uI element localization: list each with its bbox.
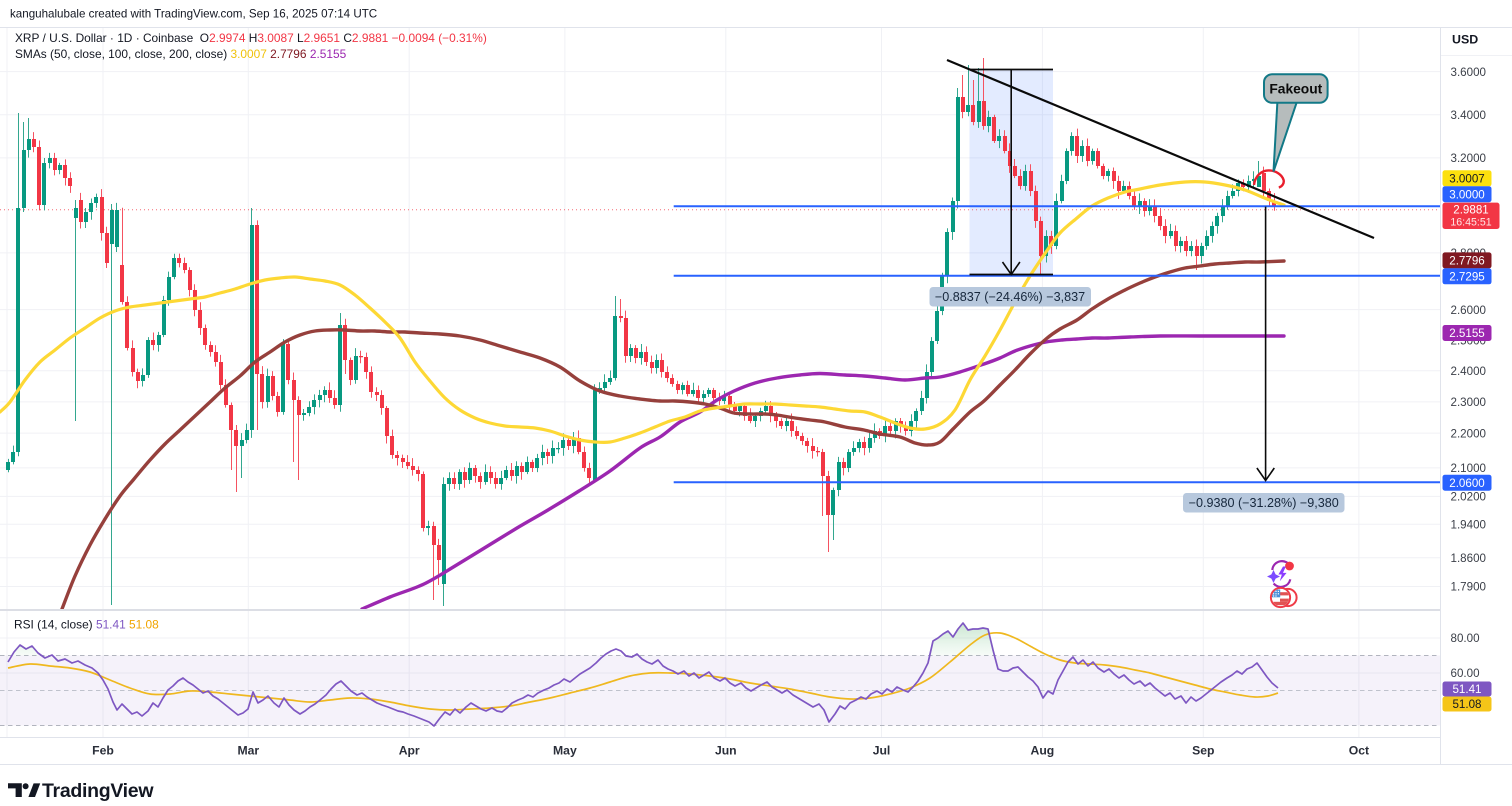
svg-text:Fakeout: Fakeout	[1269, 81, 1322, 96]
svg-text:Oct: Oct	[1349, 744, 1369, 758]
svg-text:Sep: Sep	[1192, 744, 1214, 758]
svg-text:Jul: Jul	[873, 744, 891, 758]
svg-text:1.7900: 1.7900	[1451, 581, 1486, 594]
svg-text:3.0007: 3.0007	[1449, 172, 1484, 185]
svg-text:2.7796: 2.7796	[1449, 255, 1484, 268]
svg-text:Feb: Feb	[92, 744, 114, 758]
svg-text:May: May	[553, 744, 577, 758]
svg-text:51.41: 51.41	[1452, 683, 1481, 696]
svg-text:2.7295: 2.7295	[1449, 270, 1484, 283]
svg-text:2.5155: 2.5155	[1449, 327, 1484, 340]
svg-text:60.00: 60.00	[1451, 667, 1480, 680]
svg-text:Mar: Mar	[237, 744, 259, 758]
svg-text:80.00: 80.00	[1451, 632, 1480, 645]
svg-text:1.8600: 1.8600	[1451, 552, 1486, 565]
svg-text:−0.8837 (−24.46%) −3,837: −0.8837 (−24.46%) −3,837	[935, 290, 1085, 304]
svg-text:Aug: Aug	[1031, 744, 1055, 758]
svg-text:2.0600: 2.0600	[1449, 477, 1484, 490]
svg-text:2.1000: 2.1000	[1451, 462, 1486, 475]
svg-text:TradingView: TradingView	[42, 780, 154, 802]
svg-text:kanguhalubale created with Tra: kanguhalubale created with TradingView.c…	[10, 8, 377, 21]
svg-text:3.2000: 3.2000	[1451, 152, 1486, 165]
svg-text:3.0000: 3.0000	[1449, 188, 1484, 201]
svg-text:1.9400: 1.9400	[1451, 518, 1486, 531]
svg-text:RSI (14, close) 51.41 51.08: RSI (14, close) 51.41 51.08	[14, 618, 159, 632]
svg-text:16:45:51: 16:45:51	[1450, 216, 1491, 228]
svg-text:Jun: Jun	[715, 744, 737, 758]
svg-text:Apr: Apr	[399, 744, 420, 758]
svg-text:51.08: 51.08	[1452, 698, 1481, 711]
svg-text:XRP / U.S. Dollar · 1D · Coinb: XRP / U.S. Dollar · 1D · Coinbase O2.997…	[15, 31, 487, 45]
svg-text:2.2000: 2.2000	[1451, 427, 1486, 440]
svg-text:USD: USD	[1452, 33, 1478, 47]
svg-text:2.3000: 2.3000	[1451, 396, 1486, 409]
svg-text:2.6000: 2.6000	[1451, 304, 1486, 317]
svg-text:3.6000: 3.6000	[1451, 66, 1486, 79]
svg-text:2.9881: 2.9881	[1453, 204, 1488, 217]
svg-text:−0.9380 (−31.28%) −9,380: −0.9380 (−31.28%) −9,380	[1189, 496, 1339, 510]
svg-text:3.4000: 3.4000	[1451, 109, 1486, 122]
svg-text:SMAs (50, close, 100, close, 2: SMAs (50, close, 100, close, 200, close)…	[15, 47, 347, 61]
svg-text:2.0200: 2.0200	[1451, 491, 1486, 504]
svg-text:2.4000: 2.4000	[1451, 365, 1486, 378]
